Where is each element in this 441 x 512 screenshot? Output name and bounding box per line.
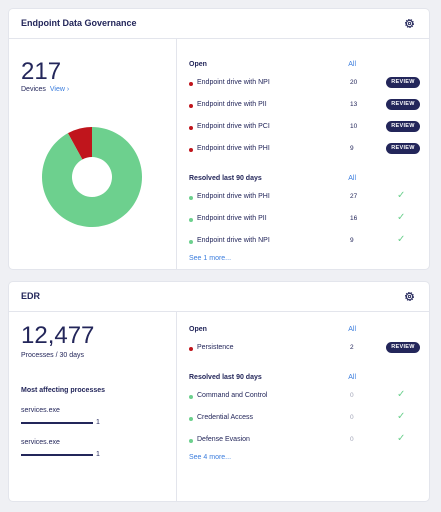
status-dot-resolved (189, 240, 193, 244)
donut-chart (42, 127, 142, 227)
open-finding-row[interactable]: Endpoint drive with PCI 10 REVIEW (189, 121, 429, 135)
check-icon: ✓ (397, 433, 406, 444)
finding-count: 9 (350, 237, 354, 244)
resolved-all-link[interactable]: All (348, 175, 356, 182)
finding-label: Endpoint drive with NPI (197, 237, 270, 244)
summary-panel: 12,477 Processes / 30 days Most affectin… (9, 312, 177, 501)
finding-label: Endpoint drive with PHI (197, 193, 270, 200)
summary-panel: 217 Devices View › (9, 39, 177, 269)
review-button[interactable]: REVIEW (386, 77, 420, 88)
process-bar (21, 422, 93, 424)
gear-icon[interactable] (404, 18, 415, 29)
card-title: EDR (21, 291, 41, 301)
status-dot-resolved (189, 196, 193, 200)
finding-count: 13 (350, 101, 358, 108)
donut-slice-red (67, 127, 92, 160)
card-title: Endpoint Data Governance (21, 18, 137, 28)
status-dot-resolved (189, 439, 193, 443)
status-dot-open (189, 148, 193, 152)
process-name: services.exe (21, 407, 60, 414)
finding-label: Defense Evasion (197, 436, 250, 443)
findings-panel: Open All Persistence 2 REVIEW Resolved las… (177, 312, 429, 501)
open-all-link[interactable]: All (348, 326, 356, 333)
resolved-finding-row[interactable]: Command and Control 0 ✓ (189, 389, 429, 404)
open-finding-row[interactable]: Endpoint drive with NPI 20 REVIEW (189, 77, 429, 91)
finding-label: Endpoint drive with PHI (197, 145, 270, 152)
check-icon: ✓ (397, 234, 406, 245)
open-finding-row[interactable]: Endpoint drive with PII 13 REVIEW (189, 99, 429, 113)
status-dot-resolved (189, 395, 193, 399)
see-more-link[interactable]: See 1 more... (189, 255, 232, 262)
finding-count: 2 (350, 344, 354, 351)
resolved-finding-row[interactable]: Endpoint drive with NPI 9 ✓ (189, 234, 429, 249)
finding-label: Endpoint drive with NPI (197, 79, 270, 86)
device-count-label: Devices View › (21, 86, 69, 93)
gear-icon[interactable] (404, 291, 415, 302)
finding-count: 0 (350, 392, 354, 399)
status-dot-open (189, 347, 193, 351)
resolved-heading: Resolved last 90 days (189, 374, 262, 381)
finding-label: Persistence (197, 344, 234, 351)
process-value: 1 (96, 419, 100, 426)
open-heading: Open (189, 61, 207, 68)
process-count-label: Processes / 30 days (21, 352, 85, 359)
finding-label: Command and Control (197, 392, 268, 399)
check-icon: ✓ (397, 389, 406, 400)
open-finding-row[interactable]: Endpoint drive with PHI 9 REVIEW (189, 143, 429, 157)
finding-count: 27 (350, 193, 358, 200)
finding-label: Endpoint drive with PII (197, 101, 267, 108)
see-more-link[interactable]: See 4 more... (189, 454, 232, 461)
process-name: services.exe (21, 439, 60, 446)
devices-label: Devices (21, 86, 46, 93)
open-all-link[interactable]: All (348, 61, 356, 68)
open-finding-row[interactable]: Persistence 2 REVIEW (189, 342, 429, 356)
resolved-finding-row[interactable]: Endpoint drive with PHI 27 ✓ (189, 190, 429, 205)
finding-label: Endpoint drive with PII (197, 215, 267, 222)
resolved-finding-row[interactable]: Endpoint drive with PII 16 ✓ (189, 212, 429, 227)
process-heading: Most affecting processes (21, 387, 106, 394)
finding-label: Endpoint drive with PCI (197, 123, 270, 130)
finding-count: 0 (350, 414, 354, 421)
card-header: EDR (9, 282, 429, 312)
review-button[interactable]: REVIEW (386, 99, 420, 110)
endpoint-data-governance-card: Endpoint Data Governance 217 Devices Vie… (9, 9, 429, 269)
check-icon: ✓ (397, 190, 406, 201)
finding-count: 0 (350, 436, 354, 443)
review-button[interactable]: REVIEW (386, 121, 420, 132)
donut-slice-green (42, 127, 142, 227)
check-icon: ✓ (397, 411, 406, 422)
finding-count: 20 (350, 79, 358, 86)
review-button[interactable]: REVIEW (386, 143, 420, 154)
status-dot-open (189, 82, 193, 86)
status-dot-resolved (189, 417, 193, 421)
process-bar (21, 454, 93, 456)
finding-count: 10 (350, 123, 358, 130)
resolved-finding-row[interactable]: Defense Evasion 0 ✓ (189, 433, 429, 448)
review-button[interactable]: REVIEW (386, 342, 420, 353)
finding-count: 9 (350, 145, 354, 152)
finding-label: Credential Access (197, 414, 254, 421)
process-count: 12,477 (21, 322, 95, 349)
open-heading: Open (189, 326, 207, 333)
status-dot-resolved (189, 218, 193, 222)
status-dot-open (189, 104, 193, 108)
edr-card: EDR 12,477 Processes / 30 days Most affe… (9, 282, 429, 501)
resolved-all-link[interactable]: All (348, 374, 356, 381)
process-value: 1 (96, 451, 100, 458)
device-count: 217 (21, 58, 62, 85)
findings-panel: Open All Endpoint drive with NPI 20 REVIEW… (177, 39, 429, 269)
finding-count: 16 (350, 215, 358, 222)
card-header: Endpoint Data Governance (9, 9, 429, 39)
status-dot-open (189, 126, 193, 130)
resolved-heading: Resolved last 90 days (189, 175, 262, 182)
view-link[interactable]: View › (49, 86, 70, 93)
resolved-finding-row[interactable]: Credential Access 0 ✓ (189, 411, 429, 426)
check-icon: ✓ (397, 212, 406, 223)
